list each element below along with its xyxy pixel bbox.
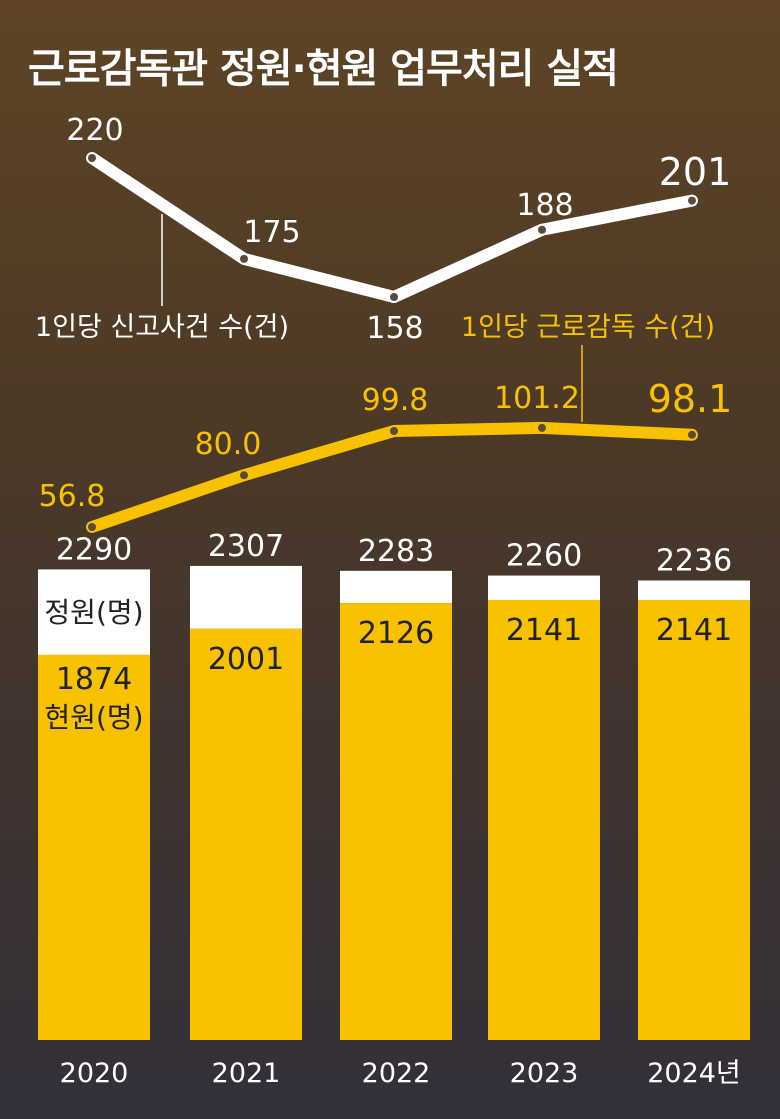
line-reports-per-person bbox=[86, 152, 698, 303]
point-inspections-2022 bbox=[390, 427, 398, 435]
label-total-2023: 2260 bbox=[506, 539, 582, 574]
point-inspections-2023 bbox=[538, 423, 546, 432]
category-label-2024년: 2024년 bbox=[647, 1058, 741, 1089]
point-reports-2021 bbox=[240, 254, 248, 263]
value-inspections-2020: 56.8 bbox=[39, 479, 106, 514]
category-label-2020: 2020 bbox=[60, 1058, 129, 1089]
category-label-2023: 2023 bbox=[510, 1058, 579, 1089]
bar-current-2023 bbox=[488, 600, 600, 1040]
label-current-2023: 2141 bbox=[506, 613, 582, 648]
category-label-2022: 2022 bbox=[362, 1058, 431, 1089]
series-label-inspections: 1인당 근로감독 수(건) bbox=[461, 312, 715, 343]
point-reports-2023 bbox=[538, 225, 546, 234]
label-current-2020: 1874 bbox=[56, 662, 132, 697]
bar-current-2020 bbox=[38, 654, 150, 1040]
point-inspections-2020 bbox=[88, 523, 96, 531]
value-reports-2021: 175 bbox=[243, 215, 300, 250]
label-total-2022: 2283 bbox=[358, 534, 434, 569]
value-reports-2023: 188 bbox=[516, 188, 573, 223]
label-total-2020: 2290 bbox=[56, 532, 132, 567]
series-label-reports: 1인당 신고사건 수(건) bbox=[35, 312, 289, 343]
label-current-2024년: 2141 bbox=[656, 613, 732, 648]
chart-title: 근로감독관 정원·현원 업무처리 실적 bbox=[28, 46, 619, 92]
bar-current-2024년 bbox=[638, 600, 750, 1040]
line-inspections-per-person bbox=[86, 421, 698, 533]
value-reports-2022: 158 bbox=[366, 311, 423, 346]
legend-current: 현원(명) bbox=[44, 701, 143, 734]
bar-total-2023 bbox=[488, 575, 600, 601]
value-inspections-2023: 101.2 bbox=[494, 381, 580, 416]
label-current-2022: 2126 bbox=[358, 616, 434, 651]
label-current-2021: 2001 bbox=[208, 642, 284, 677]
point-reports-2020 bbox=[88, 154, 96, 162]
value-inspections-2022: 99.8 bbox=[362, 383, 429, 418]
bar-total-2020 bbox=[38, 569, 150, 655]
category-label-2021: 2021 bbox=[212, 1058, 281, 1089]
value-inspections-2024년: 98.1 bbox=[648, 377, 733, 421]
point-inspections-2024년 bbox=[688, 430, 696, 439]
legend-total: 정원(명) bbox=[44, 596, 143, 629]
value-reports-2024년: 201 bbox=[659, 150, 732, 194]
point-reports-2022 bbox=[390, 293, 398, 301]
value-inspections-2021: 80.0 bbox=[195, 427, 262, 462]
point-reports-2024년 bbox=[688, 196, 696, 205]
bar-total-2024년 bbox=[638, 580, 750, 601]
bar-current-2022 bbox=[340, 603, 452, 1040]
label-total-2021: 2307 bbox=[208, 529, 284, 564]
bar-total-2022 bbox=[340, 570, 452, 604]
point-inspections-2021 bbox=[240, 471, 248, 480]
bar-current-2021 bbox=[190, 628, 302, 1040]
value-reports-2020: 220 bbox=[66, 113, 123, 148]
label-total-2024년: 2236 bbox=[656, 544, 732, 579]
bar-total-2021 bbox=[190, 565, 302, 629]
